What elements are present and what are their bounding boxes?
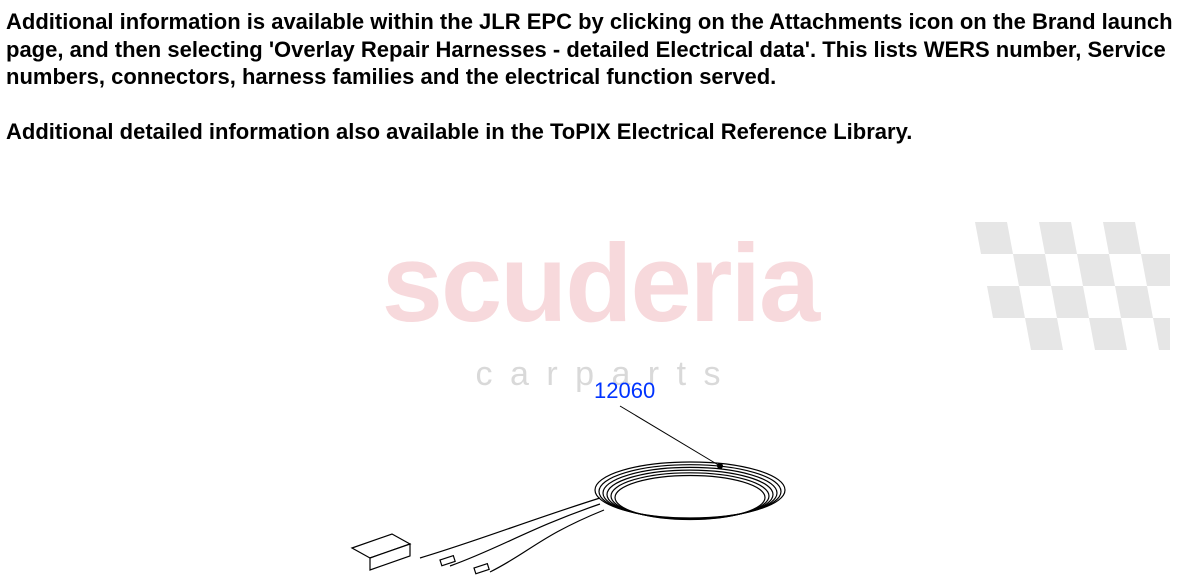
watermark-checker-icon: [975, 222, 1170, 352]
info-text-block: Additional information is available with…: [6, 8, 1190, 146]
info-paragraph-1: Additional information is available with…: [6, 8, 1190, 91]
watermark-main: scuderia: [0, 220, 1200, 347]
watermark: scuderia c a r p a r t s: [0, 220, 1200, 394]
info-paragraph-2: Additional detailed information also ava…: [6, 118, 1190, 146]
part-label-12060[interactable]: 12060: [594, 378, 655, 404]
